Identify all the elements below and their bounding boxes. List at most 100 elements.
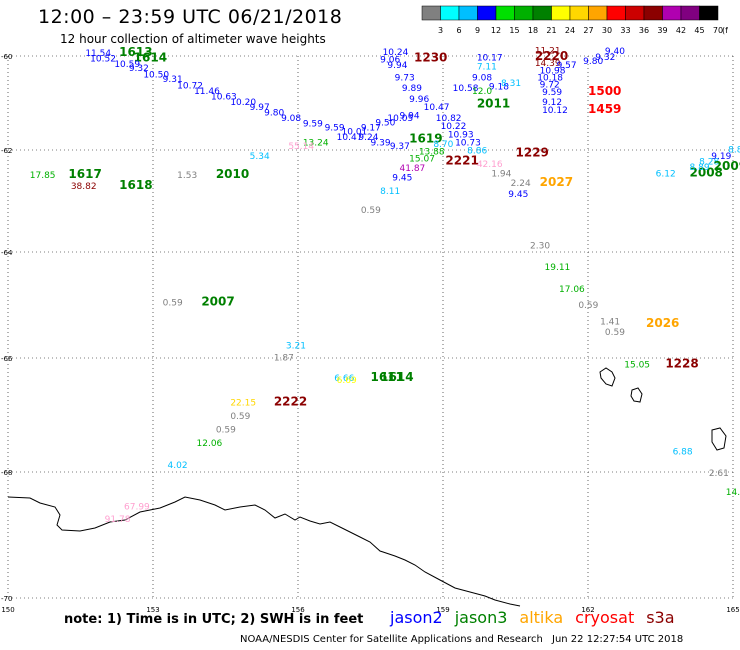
wave-height-value: 1.53 (177, 171, 197, 181)
wave-height-value: 9.08 (472, 73, 492, 83)
wave-height-value: 9.12 (542, 98, 562, 108)
wave-height-value: 1.94 (491, 169, 511, 179)
wave-height-value: 10.58 (453, 84, 479, 94)
wave-height-value: 10.18 (537, 73, 563, 83)
wave-height-value: 12.06 (197, 439, 223, 449)
wave-height-value: 6.88 (673, 447, 693, 457)
satellite-legend-s3a: s3a (646, 608, 675, 627)
colorbar-label: 33 (620, 26, 630, 35)
wave-height-value: 11.21 (535, 46, 561, 56)
wave-height-value: 2.24 (511, 179, 531, 189)
wave-height-value: 8.11 (380, 187, 400, 197)
map-subtitle: 12 hour collection of altimeter wave hei… (60, 32, 326, 46)
pass-time-label: 2008 (690, 165, 723, 179)
wave-height-value: 9.59 (542, 88, 562, 98)
wave-height-value: 4.02 (168, 461, 188, 471)
generated-timestamp: Jun 22 12:27:54 UTC 2018 (552, 634, 684, 645)
colorbar-label: 27 (583, 26, 593, 35)
wave-height-value: 8.80 (728, 145, 740, 155)
colorbar-label: 3 (438, 26, 443, 35)
wave-height-value: 6.66 (334, 374, 354, 384)
wave-height-value: 10.47 (424, 103, 450, 113)
wave-height-value: 10.59 (114, 60, 140, 70)
wave-height-value: 9.17 (361, 123, 381, 133)
wave-height-value: 0.59 (163, 298, 183, 308)
wave-height-value: 9.37 (390, 142, 410, 152)
coastline (7, 367, 727, 607)
pass-time-label: 1617 (68, 167, 101, 181)
lon-tick-label: 165 (726, 606, 739, 614)
satellite-legend-cryosat: cryosat (575, 608, 635, 627)
pass-time-label: 1228 (665, 357, 698, 371)
pass-time-label: 2222 (274, 395, 307, 409)
wave-height-value: 9.94 (387, 61, 407, 71)
pass-time-label: 2027 (540, 175, 573, 189)
wave-height-value: 2.61 (709, 469, 729, 479)
wave-height-value: 15.07 (409, 155, 435, 165)
pass-time-label: 2010 (216, 167, 249, 181)
island-1 (599, 367, 616, 387)
wave-height-value: 91.78 (105, 515, 131, 525)
colorbar-label: 12 (491, 26, 501, 35)
wave-height-value: 17.06 (559, 285, 585, 295)
wave-height-value: 9.96 (409, 95, 429, 105)
wave-height-value: 10.05 (387, 114, 413, 124)
wave-height-value: 6.12 (656, 169, 676, 179)
wave-height-value: 6.69 (337, 376, 357, 386)
wave-height-value: 67.99 (124, 503, 150, 513)
wave-height-value: 15.05 (624, 361, 650, 371)
wave-height-value: 11.54 (85, 49, 111, 59)
island-2 (630, 387, 643, 403)
wave-height-value: 10.20 (230, 98, 256, 108)
wave-height-value: 12.0 (472, 87, 492, 97)
wave-height-value: 5.34 (250, 152, 270, 162)
satellite-legend-jason3: jason3 (454, 608, 508, 627)
wave-height-value: 2.30 (530, 241, 550, 251)
island-3 (711, 427, 727, 451)
colorbar-label: 30 (602, 26, 612, 35)
lat-tick-label: -64 (1, 249, 13, 257)
lat-tick-label: -68 (1, 469, 12, 477)
wave-height-value: 8.86 (467, 147, 487, 157)
wave-height-value: 9.31 (163, 75, 183, 85)
wave-height-value: 13.24 (303, 138, 329, 148)
pass-time-label: 1230 (414, 50, 447, 64)
pass-time-label: 1619 (409, 132, 442, 146)
wave-height-value: 10.12 (542, 106, 568, 116)
wave-height-value: 7.11 (477, 63, 497, 73)
colorbar-label: 36 (639, 26, 649, 35)
wave-height-value: 41.87 (400, 164, 426, 174)
wave-height-value: 10.17 (477, 53, 503, 63)
wave-height-value: 9.32 (129, 64, 149, 74)
wave-height-value: 10.24 (383, 48, 409, 58)
wave-height-value: 9.19 (711, 152, 731, 162)
colorbar-swatch (699, 5, 719, 21)
lat-tick-label: -70 (1, 595, 12, 603)
wave-height-value: 14.1 (726, 488, 740, 498)
colorbar-label: 15 (509, 26, 519, 35)
lat-tick-label: -60 (1, 53, 12, 61)
wave-height-value: 22.15 (230, 399, 256, 409)
wave-height-value: 9.45 (508, 190, 528, 200)
colorbar-label: 6 (456, 26, 461, 35)
wave-height-value: 9.59 (303, 119, 323, 129)
wave-height-value: 9.24 (358, 133, 378, 143)
wave-height-value: 11.46 (194, 87, 220, 97)
wave-height-value: 8.31 (501, 79, 521, 89)
wave-height-value: 9.80 (583, 57, 603, 67)
satellite-legend: jason2 jason3 altika cryosat s3a (390, 608, 687, 627)
lon-tick-label: 159 (436, 606, 449, 614)
wave-height-value: 10.01 (342, 128, 368, 138)
wave-height-value: 14.39 (535, 59, 561, 69)
wave-height-value: 1.41 (600, 317, 620, 327)
antarctic-coastline (7, 496, 521, 607)
wave-height-value: 9.08 (281, 114, 301, 124)
wave-height-value: 3.21 (286, 342, 306, 352)
pass-time-label: 1614 (380, 370, 413, 384)
pass-time-label: 2220 (535, 49, 568, 63)
wave-height-value: 0.59 (578, 301, 598, 311)
wave-height-value: 8.70 (433, 140, 453, 150)
pass-time-label: 2007 (201, 294, 234, 308)
